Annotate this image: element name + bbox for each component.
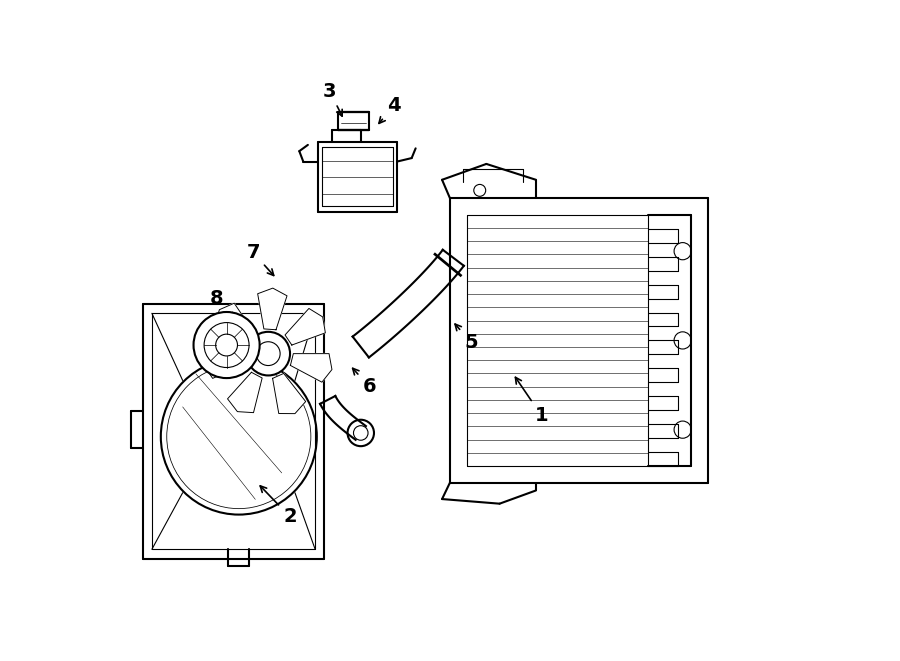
Circle shape	[347, 420, 374, 446]
Text: 7: 7	[247, 243, 274, 276]
Circle shape	[194, 312, 259, 378]
Circle shape	[473, 184, 486, 196]
Polygon shape	[203, 350, 246, 378]
Text: 5: 5	[455, 324, 478, 352]
Polygon shape	[273, 373, 306, 414]
Circle shape	[216, 334, 238, 356]
Circle shape	[256, 342, 280, 366]
Circle shape	[674, 243, 691, 260]
Text: 4: 4	[379, 97, 400, 124]
Circle shape	[674, 332, 691, 349]
Text: 2: 2	[260, 486, 297, 526]
Circle shape	[674, 421, 691, 438]
Polygon shape	[214, 303, 254, 342]
Polygon shape	[257, 288, 287, 330]
Text: 1: 1	[516, 377, 548, 424]
Circle shape	[354, 426, 368, 440]
Circle shape	[247, 332, 290, 375]
Circle shape	[204, 323, 249, 368]
Polygon shape	[291, 354, 332, 382]
Text: 8: 8	[210, 290, 234, 319]
Polygon shape	[285, 309, 326, 345]
Polygon shape	[228, 372, 262, 412]
Text: 3: 3	[323, 82, 342, 116]
Text: 6: 6	[353, 368, 376, 396]
